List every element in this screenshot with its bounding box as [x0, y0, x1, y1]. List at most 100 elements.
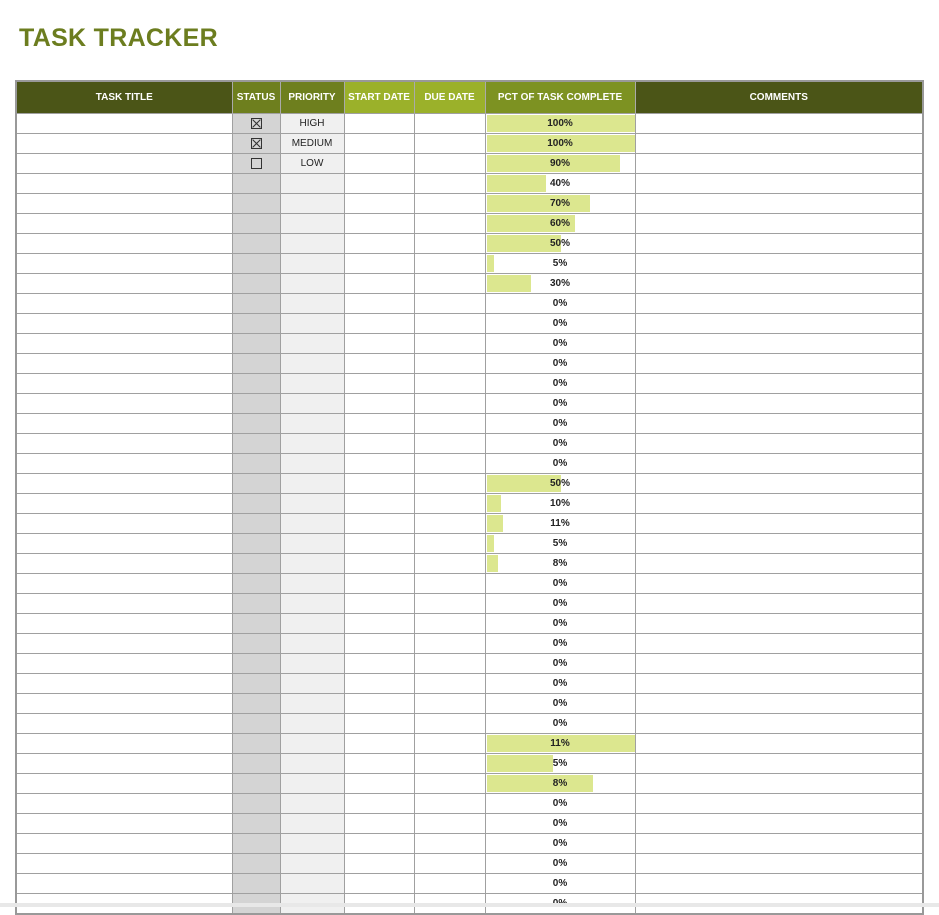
pct-complete-cell[interactable]: 70%: [484, 193, 636, 214]
pct-complete-cell[interactable]: 11%: [484, 513, 636, 534]
status-cell[interactable]: [231, 653, 281, 674]
status-cell[interactable]: [231, 133, 281, 154]
status-cell[interactable]: [231, 193, 281, 214]
status-cell[interactable]: [231, 833, 281, 854]
start-date-cell[interactable]: [343, 813, 415, 834]
task-title-cell[interactable]: [15, 293, 233, 314]
status-cell[interactable]: [231, 493, 281, 514]
status-cell[interactable]: [231, 233, 281, 254]
start-date-cell[interactable]: [343, 593, 415, 614]
due-date-cell[interactable]: [413, 353, 486, 374]
start-date-cell[interactable]: [343, 253, 415, 274]
comments-cell[interactable]: [634, 513, 924, 534]
start-date-cell[interactable]: [343, 333, 415, 354]
due-date-cell[interactable]: [413, 573, 486, 594]
status-cell[interactable]: [231, 533, 281, 554]
pct-complete-cell[interactable]: 0%: [484, 393, 636, 414]
priority-cell[interactable]: [279, 333, 345, 354]
comments-cell[interactable]: [634, 733, 924, 754]
pct-complete-cell[interactable]: 0%: [484, 793, 636, 814]
due-date-cell[interactable]: [413, 413, 486, 434]
start-date-cell[interactable]: [343, 393, 415, 414]
task-title-cell[interactable]: [15, 513, 233, 534]
priority-cell[interactable]: [279, 793, 345, 814]
pct-complete-cell[interactable]: 0%: [484, 593, 636, 614]
start-date-cell[interactable]: [343, 693, 415, 714]
comments-cell[interactable]: [634, 453, 924, 474]
start-date-cell[interactable]: [343, 473, 415, 494]
start-date-cell[interactable]: [343, 753, 415, 774]
priority-cell[interactable]: [279, 173, 345, 194]
status-cell[interactable]: [231, 293, 281, 314]
status-cell[interactable]: [231, 433, 281, 454]
priority-cell[interactable]: [279, 673, 345, 694]
status-cell[interactable]: [231, 513, 281, 534]
status-cell[interactable]: [231, 633, 281, 654]
due-date-cell[interactable]: [413, 493, 486, 514]
task-title-cell[interactable]: [15, 673, 233, 694]
start-date-cell[interactable]: [343, 113, 415, 134]
comments-cell[interactable]: [634, 473, 924, 494]
start-date-cell[interactable]: [343, 453, 415, 474]
start-date-cell[interactable]: [343, 313, 415, 334]
comments-cell[interactable]: [634, 313, 924, 334]
task-title-cell[interactable]: [15, 233, 233, 254]
pct-complete-cell[interactable]: 0%: [484, 433, 636, 454]
due-date-cell[interactable]: [413, 673, 486, 694]
task-title-cell[interactable]: [15, 313, 233, 334]
comments-cell[interactable]: [634, 553, 924, 574]
task-title-cell[interactable]: [15, 693, 233, 714]
due-date-cell[interactable]: [413, 473, 486, 494]
comments-cell[interactable]: [634, 693, 924, 714]
comments-cell[interactable]: [634, 133, 924, 154]
priority-cell[interactable]: [279, 493, 345, 514]
due-date-cell[interactable]: [413, 753, 486, 774]
task-title-cell[interactable]: [15, 273, 233, 294]
task-title-cell[interactable]: [15, 813, 233, 834]
priority-cell[interactable]: [279, 413, 345, 434]
status-cell[interactable]: [231, 733, 281, 754]
task-title-cell[interactable]: [15, 473, 233, 494]
pct-complete-cell[interactable]: 0%: [484, 853, 636, 874]
due-date-cell[interactable]: [413, 233, 486, 254]
priority-cell[interactable]: [279, 713, 345, 734]
status-cell[interactable]: [231, 773, 281, 794]
task-title-cell[interactable]: [15, 753, 233, 774]
comments-cell[interactable]: [634, 653, 924, 674]
priority-cell[interactable]: [279, 633, 345, 654]
status-cell[interactable]: [231, 873, 281, 894]
due-date-cell[interactable]: [413, 153, 486, 174]
pct-complete-cell[interactable]: 0%: [484, 653, 636, 674]
task-title-cell[interactable]: [15, 773, 233, 794]
task-title-cell[interactable]: [15, 613, 233, 634]
task-title-cell[interactable]: [15, 553, 233, 574]
start-date-cell[interactable]: [343, 673, 415, 694]
due-date-cell[interactable]: [413, 873, 486, 894]
task-title-cell[interactable]: [15, 153, 233, 174]
comments-cell[interactable]: [634, 793, 924, 814]
pct-complete-cell[interactable]: 8%: [484, 773, 636, 794]
pct-complete-cell[interactable]: 0%: [484, 873, 636, 894]
pct-complete-cell[interactable]: 8%: [484, 553, 636, 574]
status-cell[interactable]: [231, 413, 281, 434]
status-cell[interactable]: [231, 753, 281, 774]
start-date-cell[interactable]: [343, 173, 415, 194]
status-cell[interactable]: [231, 153, 281, 174]
comments-cell[interactable]: [634, 533, 924, 554]
pct-complete-cell[interactable]: 0%: [484, 293, 636, 314]
comments-cell[interactable]: [634, 393, 924, 414]
pct-complete-cell[interactable]: 0%: [484, 713, 636, 734]
pct-complete-cell[interactable]: 100%: [484, 113, 636, 134]
due-date-cell[interactable]: [413, 193, 486, 214]
priority-cell[interactable]: [279, 813, 345, 834]
due-date-cell[interactable]: [413, 113, 486, 134]
comments-cell[interactable]: [634, 273, 924, 294]
task-title-cell[interactable]: [15, 653, 233, 674]
due-date-cell[interactable]: [413, 713, 486, 734]
status-cell[interactable]: [231, 593, 281, 614]
status-cell[interactable]: [231, 313, 281, 334]
comments-cell[interactable]: [634, 573, 924, 594]
comments-cell[interactable]: [634, 213, 924, 234]
status-cell[interactable]: [231, 613, 281, 634]
task-title-cell[interactable]: [15, 713, 233, 734]
